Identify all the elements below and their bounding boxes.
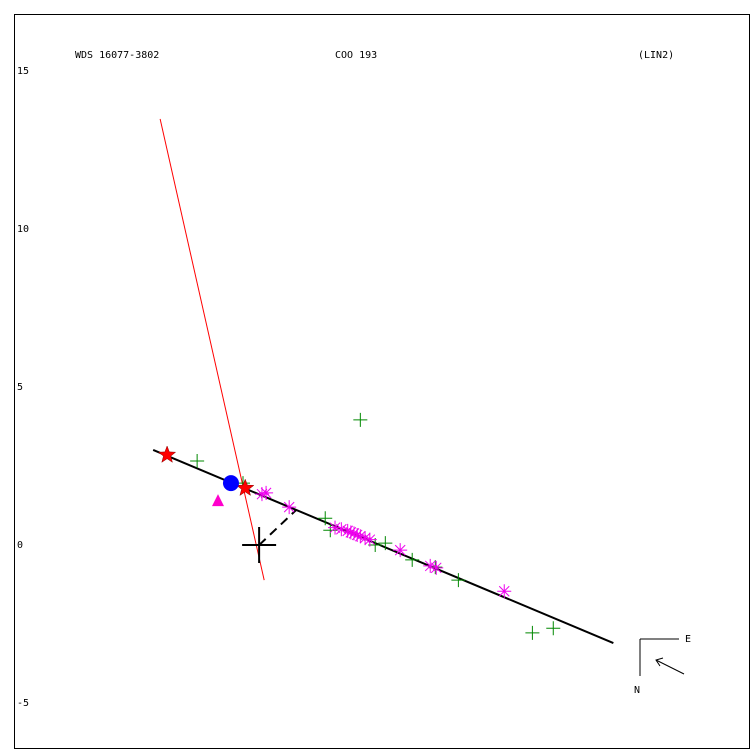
asterisk-marker xyxy=(393,543,408,558)
fit-line xyxy=(152,448,614,644)
plus-marker xyxy=(368,538,383,553)
asterisk-marker xyxy=(259,485,274,500)
y-tick-label: -5 xyxy=(17,698,29,709)
asterisk-marker xyxy=(340,523,355,538)
asterisk-marker xyxy=(343,525,358,540)
star-marker xyxy=(157,445,177,463)
y-tick-label: 10 xyxy=(17,224,29,235)
plus-marker xyxy=(190,453,205,468)
asterisk-marker xyxy=(282,500,297,515)
y-tick-label: 5 xyxy=(17,382,23,393)
plot-frame xyxy=(14,14,750,749)
y-tick-label: 0 xyxy=(17,540,23,551)
compass-label: E xyxy=(685,634,691,645)
chart-subtitle: COO 193 xyxy=(335,50,377,61)
asterisk-marker xyxy=(347,526,362,541)
asterisk-marker xyxy=(429,560,444,575)
plus-marker xyxy=(318,511,333,526)
fit-line xyxy=(159,118,265,581)
triangle-marker xyxy=(212,494,225,507)
compass: E N xyxy=(634,634,691,696)
annotation: (LIN2) xyxy=(638,50,674,61)
asterisk-marker xyxy=(350,527,365,542)
asterisk-marker xyxy=(358,531,373,546)
chart-title: WDS 16077-3802 xyxy=(75,50,159,61)
plus-marker xyxy=(353,412,368,427)
star-marker xyxy=(235,478,255,496)
plus-marker xyxy=(378,536,393,551)
origin-cross xyxy=(242,527,277,564)
compass-arrow xyxy=(655,659,685,675)
asterisk-marker xyxy=(353,529,368,544)
compass-label: N xyxy=(634,685,640,696)
y-tick-label: 15 xyxy=(17,66,29,77)
asterisk-marker xyxy=(423,558,438,573)
compass-arrow-head xyxy=(655,657,664,667)
plus-marker xyxy=(525,625,540,640)
plus-marker xyxy=(451,573,466,588)
asterisk-marker xyxy=(362,532,377,547)
plus-marker xyxy=(405,552,420,567)
asterisk-marker xyxy=(328,520,343,535)
asterisk-marker xyxy=(497,584,512,599)
circle-marker xyxy=(222,475,239,492)
asterisk-marker xyxy=(334,522,349,537)
asterisk-marker xyxy=(254,487,269,502)
fit-line xyxy=(258,509,297,546)
plus-marker xyxy=(546,621,561,636)
